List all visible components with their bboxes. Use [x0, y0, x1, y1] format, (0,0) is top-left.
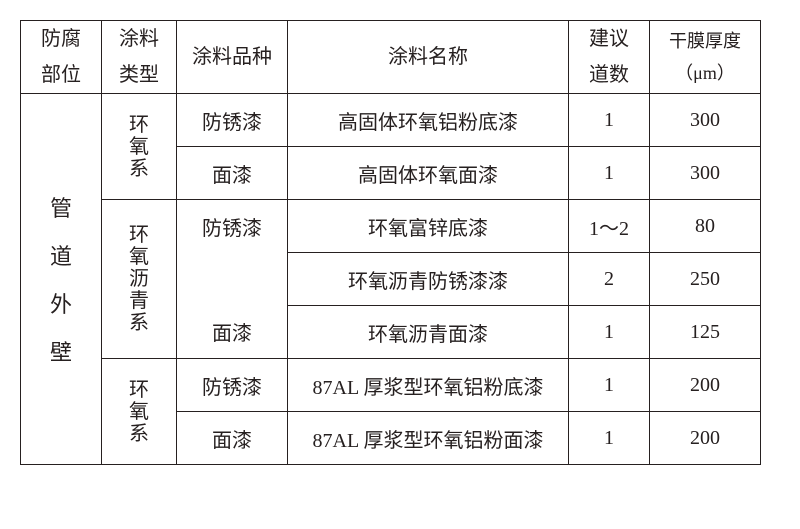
text: 2: [604, 268, 614, 290]
text: 250: [690, 268, 720, 290]
text: 面漆: [212, 430, 252, 452]
text: 87AL 厚浆型环氧铝粉底漆: [313, 377, 544, 399]
cell-dft: 200: [650, 359, 761, 412]
text: 环: [129, 114, 149, 136]
cell-coats: 1: [569, 412, 650, 465]
cell-coats: 1: [569, 359, 650, 412]
col-header-part: 防腐 部位: [21, 21, 102, 94]
text: 环: [129, 379, 149, 401]
coating-spec-table: 防腐 部位 涂料 类型 涂料品种 涂料名称 建议 道数 干膜厚度 （μm） 管 …: [20, 20, 761, 465]
text: （μm）: [675, 63, 735, 83]
text: 1: [604, 427, 614, 449]
cell-name: 高固体环氧面漆: [288, 147, 569, 200]
text: 高固体环氧铝粉底漆: [338, 112, 518, 134]
text: 系: [129, 158, 149, 180]
text: 部位: [41, 64, 81, 86]
table-row: 环 氧 系 防锈漆 87AL 厚浆型环氧铝粉底漆 1 200: [21, 359, 761, 412]
text: 1: [604, 162, 614, 184]
text: 环氧富锌底漆: [368, 218, 488, 240]
cell-dft: 125: [650, 306, 761, 359]
text: 300: [690, 162, 720, 184]
cell-type-epoxy-bitumen: 环 氧 沥 青 系: [102, 200, 177, 359]
text: 管: [21, 191, 101, 223]
text: 氧: [129, 136, 149, 158]
text: 系: [129, 312, 149, 334]
text: 1: [604, 109, 614, 131]
cell-kind: 面漆: [177, 412, 288, 465]
text: 涂料品种: [192, 46, 272, 68]
text: 涂料名称: [388, 46, 468, 68]
text: 环氧沥青面漆: [368, 324, 488, 346]
table-header-row: 防腐 部位 涂料 类型 涂料品种 涂料名称 建议 道数 干膜厚度 （μm）: [21, 21, 761, 94]
text: 防锈漆: [202, 112, 262, 134]
cell-coats: 1～2: [569, 200, 650, 253]
text: 87AL 厚浆型环氧铝粉面漆: [313, 430, 544, 452]
text: 壁: [21, 335, 101, 367]
cell-part: 管 道 外 壁: [21, 94, 102, 465]
cell-name: 环氧富锌底漆: [288, 200, 569, 253]
text: 300: [690, 109, 720, 131]
cell-name: 环氧沥青防锈漆漆: [288, 253, 569, 306]
text: 氧: [129, 401, 149, 423]
text: 200: [690, 374, 720, 396]
cell-name: 87AL 厚浆型环氧铝粉底漆: [288, 359, 569, 412]
cell-kind: 防锈漆: [177, 359, 288, 412]
cell-coats: 1: [569, 94, 650, 147]
text: 建议: [589, 28, 629, 50]
text: 青: [129, 290, 149, 312]
cell-dft: 80: [650, 200, 761, 253]
text: 防锈漆: [202, 218, 262, 240]
text: 防腐: [41, 28, 81, 50]
text: 面漆: [212, 323, 252, 345]
text: 沥: [129, 268, 149, 290]
cell-name: 高固体环氧铝粉底漆: [288, 94, 569, 147]
cell-coats: 1: [569, 147, 650, 200]
text: 200: [690, 427, 720, 449]
text: 环氧沥青防锈漆漆: [348, 271, 508, 293]
text: 系: [129, 423, 149, 445]
table-row: 管 道 外 壁 环 氧 系 防锈漆 高固体环氧铝粉底漆 1 300: [21, 94, 761, 147]
text: 1: [604, 321, 614, 343]
text: 1: [604, 374, 614, 396]
cell-kind-empty: [177, 253, 288, 306]
text: 类型: [119, 64, 159, 86]
cell-dft: 300: [650, 147, 761, 200]
cell-kind: 防锈漆: [177, 94, 288, 147]
cell-coats: 2: [569, 253, 650, 306]
text: 外: [21, 287, 101, 319]
table-row: 环 氧 沥 青 系 防锈漆 环氧富锌底漆 1～2 80: [21, 200, 761, 253]
col-header-name: 涂料名称: [288, 21, 569, 94]
col-header-kind: 涂料品种: [177, 21, 288, 94]
cell-name: 环氧沥青面漆: [288, 306, 569, 359]
col-header-coats: 建议 道数: [569, 21, 650, 94]
text: 干膜厚度: [669, 31, 741, 51]
cell-kind: 面漆: [177, 306, 288, 359]
text: 1～2: [589, 218, 629, 240]
cell-kind: 防锈漆: [177, 200, 288, 253]
text: 涂料: [119, 28, 159, 50]
text: 80: [695, 215, 715, 237]
col-header-dft: 干膜厚度 （μm）: [650, 21, 761, 94]
text: 环: [129, 224, 149, 246]
text: 氧: [129, 246, 149, 268]
cell-name: 87AL 厚浆型环氧铝粉面漆: [288, 412, 569, 465]
text: 道: [21, 239, 101, 271]
cell-kind: 面漆: [177, 147, 288, 200]
text: 面漆: [212, 165, 252, 187]
cell-dft: 250: [650, 253, 761, 306]
text: 125: [690, 321, 720, 343]
cell-coats: 1: [569, 306, 650, 359]
cell-type-epoxy: 环 氧 系: [102, 94, 177, 200]
col-header-type: 涂料 类型: [102, 21, 177, 94]
text: 高固体环氧面漆: [358, 165, 498, 187]
cell-dft: 200: [650, 412, 761, 465]
cell-type-epoxy-2: 环 氧 系: [102, 359, 177, 465]
text: 防锈漆: [202, 377, 262, 399]
cell-dft: 300: [650, 94, 761, 147]
text: 道数: [589, 64, 629, 86]
